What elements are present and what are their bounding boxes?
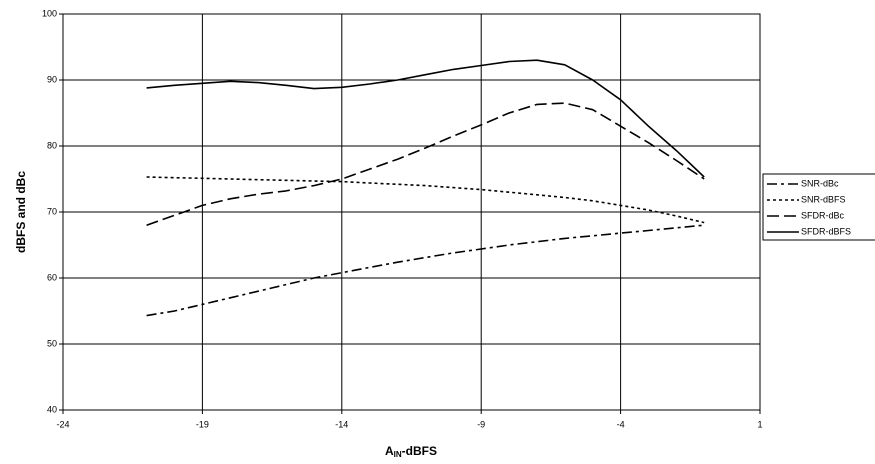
legend-label: SNR-dBFS — [801, 194, 846, 204]
y-tick-label: 50 — [47, 338, 57, 348]
legend-box — [762, 173, 875, 241]
y-tick-label: 70 — [47, 206, 57, 216]
x-label-sub: IN — [394, 450, 402, 459]
y-tick-label: 90 — [47, 74, 57, 84]
series-line — [146, 102, 705, 226]
x-label-a: A — [385, 444, 394, 458]
x-tick-label: -9 — [477, 419, 485, 429]
y-axis-label: dBFS and dBc — [14, 171, 28, 253]
x-tick-label: -24 — [56, 419, 69, 429]
y-tick-label: 100 — [42, 8, 57, 18]
x-tick-label: -14 — [335, 419, 348, 429]
legend-label: SNR-dBc — [801, 178, 839, 188]
x-tick-label: -4 — [617, 419, 625, 429]
x-label-rest: -dBFS — [402, 444, 437, 458]
x-tick-label: -19 — [196, 419, 209, 429]
series-line — [146, 59, 705, 178]
y-tick-label: 40 — [47, 404, 57, 414]
series-line — [146, 176, 705, 224]
y-tick-label: 60 — [47, 272, 57, 282]
x-axis-label: AIN-dBFS — [385, 444, 437, 459]
legend-label: SFDR-dBc — [801, 210, 845, 220]
legend-label: SFDR-dBFS — [801, 226, 851, 236]
y-tick-label: 80 — [47, 140, 57, 150]
plot-area — [62, 13, 761, 411]
x-tick-label: 1 — [757, 419, 762, 429]
